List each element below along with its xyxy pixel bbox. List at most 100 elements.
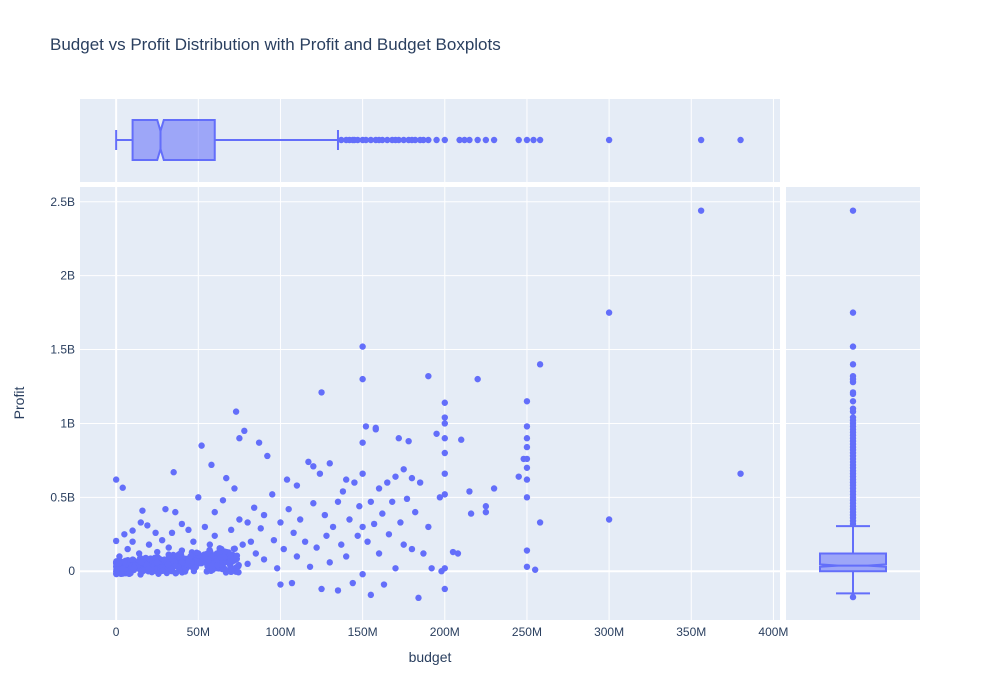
- data-point: [375, 485, 383, 492]
- data-point: [318, 585, 325, 593]
- budget-outlier: [605, 136, 613, 144]
- data-point: [531, 566, 539, 573]
- budget-outlier: [490, 136, 498, 144]
- data-point: [362, 423, 370, 430]
- data-point: [441, 414, 448, 421]
- data-point: [193, 549, 200, 556]
- budget-outlier: [362, 136, 370, 144]
- data-point: [195, 494, 202, 501]
- data-point: [172, 570, 179, 577]
- data-point: [441, 420, 448, 427]
- data-point: [233, 552, 241, 559]
- data-point: [236, 516, 243, 523]
- data-point: [201, 554, 209, 562]
- budget-outlier: [461, 136, 468, 144]
- data-point: [385, 531, 393, 538]
- profit-outlier: [849, 343, 857, 350]
- data-point: [380, 581, 388, 588]
- data-point: [316, 470, 324, 477]
- data-point: [296, 516, 304, 523]
- data-point: [397, 519, 404, 526]
- data-point: [523, 494, 531, 501]
- profit-outlier: [849, 309, 857, 316]
- data-point: [482, 503, 490, 510]
- data-point: [170, 469, 177, 476]
- data-point: [441, 565, 448, 572]
- data-point: [241, 427, 248, 435]
- data-point: [288, 579, 296, 587]
- data-point: [389, 498, 396, 505]
- data-point: [408, 545, 416, 553]
- data-point: [351, 479, 358, 486]
- data-point: [334, 587, 342, 594]
- data-point: [346, 516, 353, 523]
- data-point: [523, 464, 531, 471]
- data-point: [161, 556, 168, 563]
- data-point: [326, 460, 333, 467]
- x-tick-label: 0: [113, 625, 120, 639]
- data-point: [244, 519, 251, 526]
- data-point: [400, 466, 407, 473]
- data-point: [364, 538, 371, 545]
- budget-outlier: [384, 136, 391, 144]
- data-point: [196, 559, 203, 566]
- data-point: [280, 545, 287, 553]
- data-point: [158, 536, 166, 544]
- data-point: [172, 508, 179, 516]
- data-point: [458, 436, 465, 443]
- data-point: [214, 562, 221, 569]
- data-point: [305, 458, 312, 466]
- budget-outlier: [474, 136, 481, 144]
- x-tick-label: 250M: [512, 625, 542, 639]
- data-point: [441, 399, 448, 406]
- data-point: [523, 435, 531, 442]
- profit-outlier: [849, 414, 857, 421]
- data-point: [260, 556, 268, 563]
- budget-box: [131, 119, 216, 161]
- data-point: [208, 461, 215, 469]
- budget-outlier: [456, 136, 463, 144]
- data-point: [310, 463, 317, 470]
- data-point: [441, 585, 448, 593]
- data-point: [313, 544, 320, 551]
- y-tick-label: 2B: [60, 269, 75, 283]
- data-point: [474, 375, 481, 383]
- data-point: [433, 430, 440, 437]
- data-point: [359, 375, 366, 383]
- data-point: [467, 510, 475, 517]
- data-point: [605, 309, 613, 316]
- data-point: [273, 565, 281, 572]
- budget-outlier: [441, 136, 448, 144]
- profit-outlier: [849, 372, 857, 380]
- profit-outlier: [849, 361, 857, 368]
- budget-outlier: [412, 136, 419, 144]
- data-point: [168, 529, 176, 537]
- profit-outlier: [849, 593, 857, 601]
- data-point: [334, 498, 342, 505]
- data-point: [154, 548, 161, 556]
- data-point: [359, 470, 366, 477]
- profit-outlier: [849, 389, 857, 396]
- data-point: [359, 439, 366, 446]
- x-tick-label: 300M: [594, 625, 624, 639]
- y-tick-label: 0: [68, 564, 75, 578]
- budget-outlier: [466, 136, 473, 144]
- data-point: [490, 485, 498, 492]
- data-point: [416, 479, 424, 486]
- budget-outlier: [536, 136, 544, 144]
- x-tick-label: 350M: [676, 625, 706, 639]
- data-point: [370, 520, 378, 528]
- data-point: [264, 452, 271, 460]
- y-tick-label: 2.5B: [50, 195, 75, 209]
- data-point: [515, 473, 522, 480]
- profit-box: [819, 552, 887, 573]
- data-point: [124, 545, 131, 553]
- data-point: [359, 523, 366, 531]
- scatter-points: [112, 207, 744, 602]
- x-tick-label: 400M: [758, 625, 788, 639]
- data-point: [359, 570, 366, 578]
- data-point: [367, 591, 375, 599]
- data-point: [230, 556, 237, 563]
- data-point: [523, 563, 531, 570]
